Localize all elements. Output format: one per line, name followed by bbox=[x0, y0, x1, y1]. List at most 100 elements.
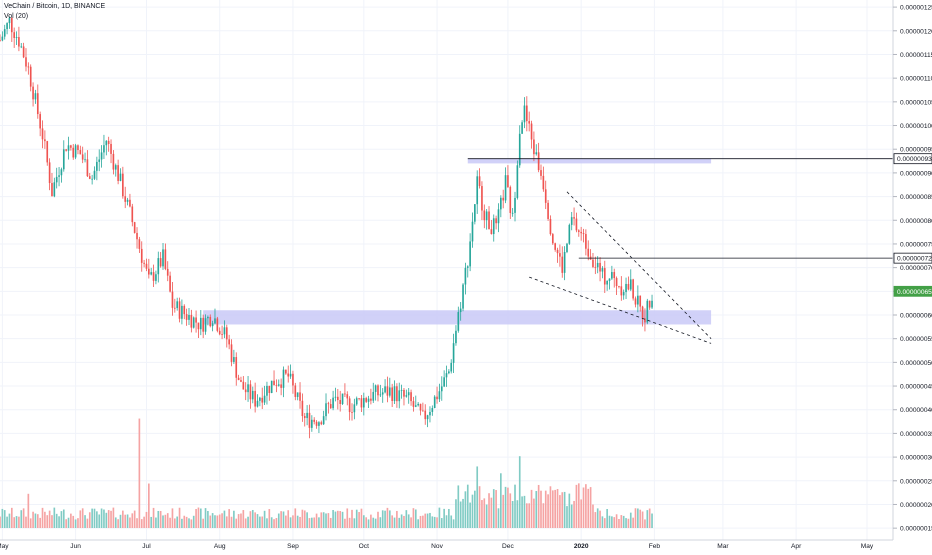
candle-body bbox=[0, 40, 1, 42]
volume-bar bbox=[72, 515, 75, 528]
volume-bar bbox=[481, 500, 483, 528]
volume-bar bbox=[88, 512, 91, 528]
candle-body bbox=[171, 291, 174, 308]
candle-body bbox=[615, 278, 618, 287]
candle-body bbox=[483, 210, 486, 221]
candle-body bbox=[426, 415, 429, 420]
time-tick-label: May bbox=[861, 543, 874, 550]
candle-body bbox=[254, 390, 256, 407]
candle-body bbox=[417, 403, 419, 406]
candle-body bbox=[112, 153, 115, 170]
volume-bar bbox=[367, 519, 370, 528]
volume-bar bbox=[537, 484, 540, 528]
volume-bar bbox=[228, 509, 230, 528]
candle-body bbox=[507, 175, 509, 188]
volume-bar bbox=[393, 517, 396, 528]
candle-body bbox=[138, 239, 141, 249]
candle-body bbox=[544, 189, 547, 203]
candle-body bbox=[577, 230, 580, 232]
candle-body bbox=[140, 248, 143, 263]
volume-bar bbox=[351, 509, 353, 528]
volume-bar bbox=[240, 513, 242, 528]
volume-bar bbox=[105, 512, 108, 528]
volume-bar bbox=[214, 515, 216, 528]
price-tick-label: 0.00000055 bbox=[900, 336, 932, 343]
time-scale[interactable]: May Jun Jul Aug Sep Oct Nov Dec 2020 Feb Mar Apr May bbox=[0, 539, 893, 550]
candle-body bbox=[502, 197, 505, 201]
volume-bar bbox=[299, 516, 301, 528]
candle-body bbox=[459, 308, 462, 313]
time-tick-label: Oct bbox=[359, 543, 369, 550]
volume-bar bbox=[497, 508, 500, 528]
candle-body bbox=[639, 295, 642, 307]
candle-body bbox=[374, 385, 377, 392]
candle-body bbox=[259, 397, 261, 401]
volume-bar bbox=[84, 515, 86, 528]
volume-bar bbox=[207, 510, 209, 528]
volume-bar bbox=[209, 515, 212, 528]
volume-bar bbox=[521, 496, 523, 528]
price-scale[interactable]: 0.00000125 0.00000120 0.00000115 0.00000110… bbox=[892, 0, 932, 550]
candle-body bbox=[296, 392, 299, 397]
candle-body bbox=[514, 197, 516, 213]
candle-body bbox=[62, 149, 65, 170]
volume-bar bbox=[618, 518, 620, 528]
volume-bar bbox=[273, 519, 275, 528]
price-badges: 0.00000093 0.00000072 0.00000065 bbox=[893, 153, 932, 297]
volume-bar bbox=[419, 515, 422, 528]
volume-bar bbox=[230, 516, 233, 528]
time-tick-label: Dec bbox=[502, 543, 514, 550]
candle-body bbox=[133, 222, 136, 233]
volume-bar bbox=[398, 517, 401, 528]
candle-body bbox=[348, 398, 351, 413]
volume-bar bbox=[648, 508, 651, 528]
candle-body bbox=[393, 386, 396, 401]
volume-bar bbox=[620, 515, 623, 528]
volume-bar bbox=[523, 495, 526, 528]
volume-bar bbox=[159, 510, 162, 528]
volume-bar bbox=[388, 510, 391, 528]
candle-body bbox=[377, 385, 379, 396]
volume-bar bbox=[77, 518, 79, 528]
volume-bar bbox=[344, 518, 346, 528]
volume-bar bbox=[199, 508, 202, 528]
volume-bar bbox=[424, 513, 427, 528]
candle-body bbox=[22, 46, 25, 58]
volume-bar bbox=[27, 493, 30, 528]
volume-bar bbox=[185, 516, 188, 528]
volume-bar bbox=[570, 504, 573, 528]
candle-body bbox=[44, 139, 46, 142]
volume-bar bbox=[164, 514, 167, 528]
volume-bar bbox=[311, 517, 313, 528]
volume-bar bbox=[403, 515, 405, 528]
volume-legend[interactable]: Vol (20) bbox=[4, 13, 29, 20]
volume-bar bbox=[422, 515, 424, 528]
candle-body bbox=[169, 275, 171, 292]
candle-body bbox=[457, 312, 460, 331]
volume-bar bbox=[490, 497, 493, 528]
candle-body bbox=[214, 318, 216, 324]
volume-bar bbox=[533, 498, 535, 528]
volume-bar bbox=[6, 516, 8, 528]
candle-body bbox=[370, 398, 372, 401]
candle-body bbox=[230, 344, 233, 362]
volume-bar bbox=[261, 516, 264, 528]
volume-bar bbox=[169, 517, 171, 528]
volume-bar bbox=[476, 466, 479, 528]
time-tick-label: Mar bbox=[717, 543, 729, 550]
volume-bar bbox=[608, 515, 611, 528]
volume-bar bbox=[259, 516, 261, 528]
price-badge-label: 0.00000093 bbox=[897, 156, 932, 163]
volume-bar bbox=[58, 516, 60, 528]
symbol-legend[interactable]: VeChain / Bitcoin, 1D, BINANCE bbox=[4, 3, 106, 10]
volume-bar bbox=[96, 511, 98, 528]
price-zone bbox=[203, 310, 712, 325]
volume-bar bbox=[8, 513, 11, 528]
volume-bar bbox=[386, 507, 389, 528]
volume-bar bbox=[644, 519, 646, 528]
candle-body bbox=[450, 362, 453, 372]
candle-body bbox=[261, 397, 264, 403]
candle-body bbox=[325, 403, 327, 417]
